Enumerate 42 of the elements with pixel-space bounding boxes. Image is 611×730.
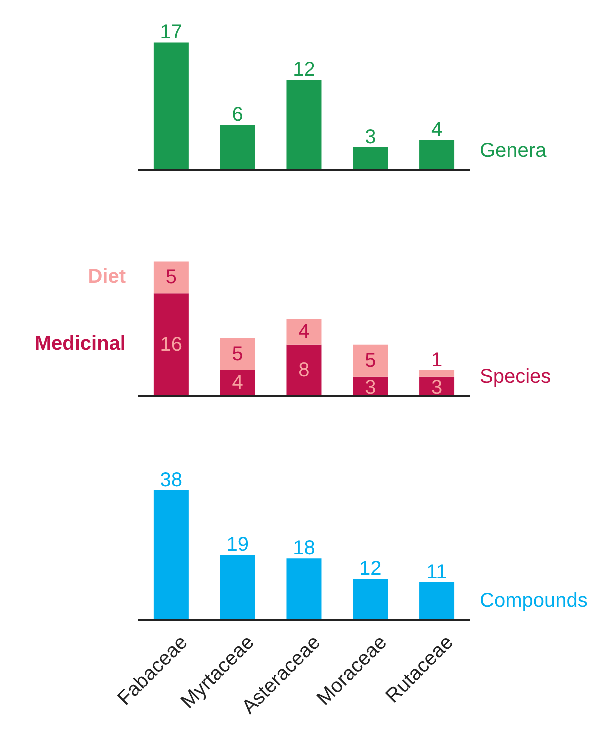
data-label: 5 [365, 350, 376, 372]
bar [353, 579, 388, 620]
bar [154, 294, 189, 396]
data-label: 19 [226, 534, 249, 556]
data-label: 4 [232, 372, 244, 394]
bar [154, 262, 189, 294]
bar [154, 42, 189, 170]
bar [420, 370, 455, 377]
data-label: 4 [298, 321, 310, 344]
data-label: 18 [293, 538, 316, 560]
bar [353, 148, 388, 170]
bar [154, 490, 189, 620]
data-label: 38 [160, 469, 183, 492]
data-label: 11 [426, 561, 448, 584]
data-label: 1 [431, 349, 443, 372]
data-label: 3 [431, 377, 443, 399]
bar [220, 338, 256, 370]
data-label: 4 [431, 119, 443, 142]
data-label: 12 [293, 59, 316, 82]
bar [286, 344, 322, 396]
bar [353, 344, 388, 377]
bar [420, 140, 455, 170]
y-axis-title: Species [480, 366, 552, 389]
series-label: Medicinal [34, 332, 126, 356]
data-label: 8 [298, 359, 310, 382]
data-label: 5 [166, 266, 177, 289]
data-label: 16 [160, 334, 183, 356]
data-label: 5 [232, 343, 244, 366]
data-label: 12 [360, 558, 382, 580]
bar [420, 582, 455, 620]
data-label: 17 [160, 22, 183, 44]
bar [286, 558, 322, 620]
data-label: 6 [232, 104, 244, 126]
series-label: Diet [88, 266, 126, 289]
bar [220, 555, 256, 620]
bar [286, 319, 322, 345]
bar [286, 80, 322, 170]
bar [220, 125, 256, 170]
data-label: 3 [365, 126, 376, 149]
y-axis-title: Genera [480, 140, 547, 163]
y-axis-title: Compounds [480, 590, 588, 613]
data-label: 3 [365, 377, 376, 399]
